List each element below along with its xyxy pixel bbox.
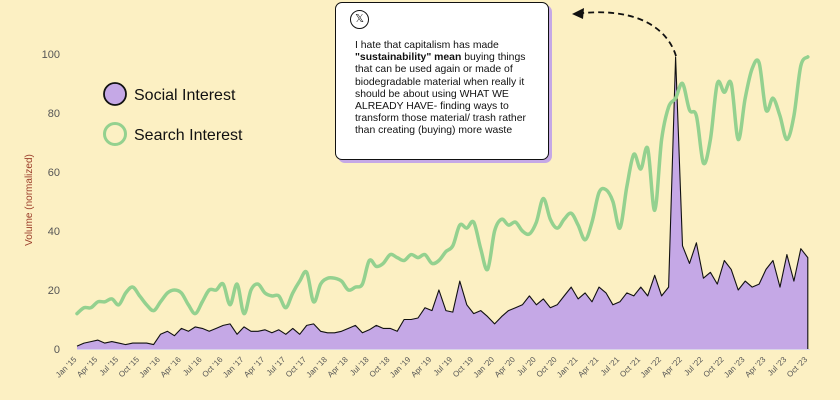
x-tick-label: Apr '18 xyxy=(326,355,351,380)
social-interest-area xyxy=(77,56,808,350)
x-tick-label: Jan '21 xyxy=(555,355,580,380)
x-tick-label: Jan '18 xyxy=(305,355,330,380)
x-tick-label: Apr '22 xyxy=(660,355,685,380)
quote-text-bold: "sustainability" mean xyxy=(355,52,462,64)
x-tick-label: Jan '17 xyxy=(221,355,246,380)
x-tick-label: Jan '22 xyxy=(639,355,664,380)
legend-search-marker xyxy=(103,122,127,146)
social-interest-series xyxy=(76,56,810,350)
x-tick-label: Apr '20 xyxy=(493,355,518,380)
x-tick-label: Apr '16 xyxy=(159,355,184,380)
x-tick-label: Oct '15 xyxy=(117,355,141,379)
x-tick-label: Oct '16 xyxy=(200,355,224,379)
y-tick-label: 20 xyxy=(48,285,60,297)
x-tick-label: Jan '23 xyxy=(722,355,747,380)
x-tick-label: Oct '17 xyxy=(284,355,308,379)
x-tick-label: Jan '16 xyxy=(138,355,163,380)
quote-text-end: buying things that can be used again or … xyxy=(355,52,526,137)
x-tick-label: Oct '21 xyxy=(618,355,642,379)
legend-social-label: Social Interest xyxy=(134,87,236,104)
x-tick-label: Apr '15 xyxy=(75,355,100,380)
x-logo-icon: 𝕏 xyxy=(350,10,369,29)
x-tick-label: Apr '17 xyxy=(242,355,267,380)
x-tick-label: Oct '18 xyxy=(368,355,392,379)
y-axis-ticks: 0 20 40 60 80 100 xyxy=(42,49,60,356)
x-tick-label: Jan '15 xyxy=(54,355,79,380)
x-tick-label: Oct '22 xyxy=(702,355,726,379)
y-axis-label: Volume (normalized) xyxy=(24,154,35,246)
x-tick-label: Apr '23 xyxy=(743,355,768,380)
quote-text-start: I hate that capitalism has made xyxy=(355,40,499,51)
search-interest-line xyxy=(75,55,810,316)
annotation-quote: I hate that capitalism has made "sustain… xyxy=(355,40,545,138)
legend: Social Interest Search Interest xyxy=(103,82,243,146)
annotation-tooltip: 𝕏 I hate that capitalism has made "susta… xyxy=(335,2,549,160)
x-tick-label: Jan '19 xyxy=(388,355,413,380)
annotation-arrow xyxy=(572,8,677,57)
legend-social-marker xyxy=(103,82,127,106)
social-interest-line xyxy=(76,56,809,349)
y-tick-label: 80 xyxy=(48,108,60,120)
y-tick-label: 60 xyxy=(48,167,60,179)
y-tick-label: 100 xyxy=(42,49,60,61)
x-tick-label: Oct '20 xyxy=(535,355,559,379)
legend-search-label: Search Interest xyxy=(134,127,243,144)
x-tick-label: Jan '20 xyxy=(472,355,497,380)
y-tick-label: 40 xyxy=(48,226,60,238)
x-tick-label: Oct '19 xyxy=(451,355,475,379)
x-tick-label: Apr '19 xyxy=(409,355,434,380)
y-tick-label: 0 xyxy=(54,344,60,356)
x-tick-label: Apr '21 xyxy=(576,355,601,380)
x-tick-label: Oct '23 xyxy=(785,355,809,379)
search-interest-series xyxy=(75,55,810,316)
arrowhead-icon xyxy=(572,8,584,19)
